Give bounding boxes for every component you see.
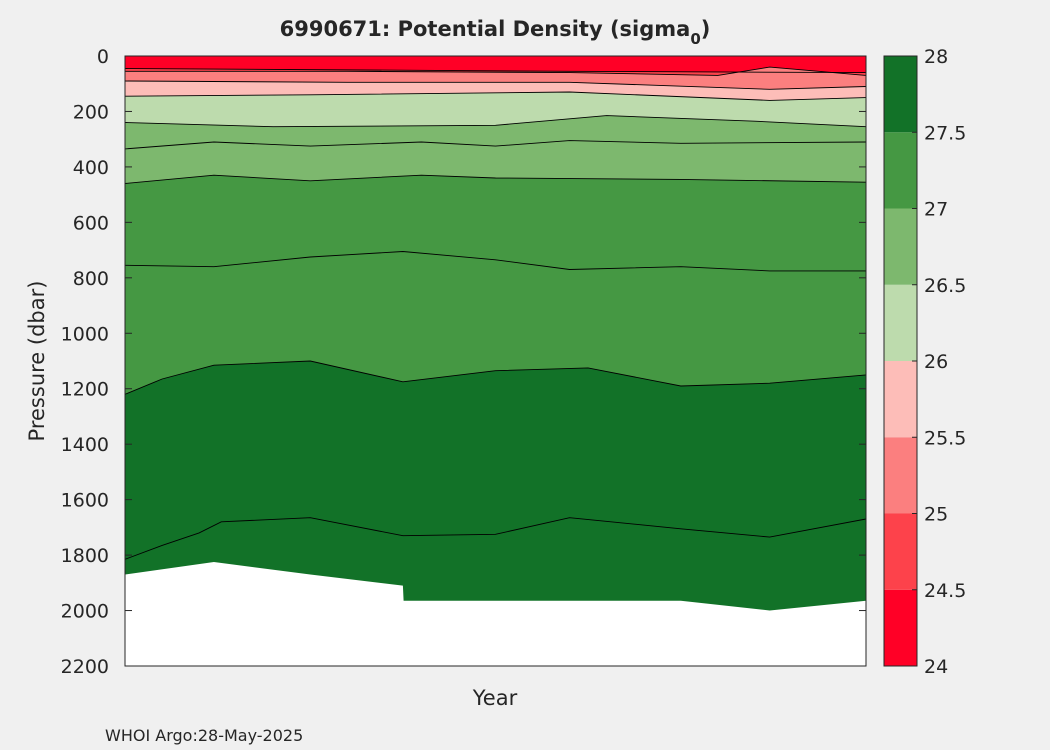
contour-line-26 — [125, 91, 866, 101]
colorbar-swatch — [884, 132, 917, 209]
contour-line-25 — [125, 66, 866, 76]
y-tick-label: 400 — [73, 157, 109, 179]
plot-area: 0 200 400 600 800 1000 1200 1400 1600 1800 2000 220… — [61, 46, 867, 678]
colorbar-ticks: 24 24.5 25 25.5 26 26.5 27 27.5 28 — [912, 46, 966, 678]
colorbar-tick-label: 24 — [924, 656, 948, 678]
colorbar-border — [883, 55, 918, 667]
y-tick-label: 1600 — [61, 490, 109, 512]
y-tick-label: 2200 — [61, 656, 109, 678]
y-tick-label: 0 — [97, 46, 109, 68]
y-tick-label: 200 — [73, 101, 109, 123]
contour-lines — [125, 66, 866, 560]
colorbar-swatch — [884, 589, 917, 666]
y-tick-label: 600 — [73, 212, 109, 234]
contour-line-27 — [125, 174, 866, 184]
contour-line-26-5 — [125, 115, 866, 128]
x-axis-label: Year — [472, 686, 518, 710]
credit-text: WHOI Argo:28-May-2025 — [105, 726, 303, 745]
colorbar-tick-label: 28 — [924, 46, 948, 68]
contour-line-26-75 — [125, 140, 866, 150]
y-tick-label: 800 — [73, 268, 109, 290]
y-tick-label: 2000 — [61, 601, 109, 623]
y-axis-ticks: 0 200 400 600 800 1000 1200 1400 1600 1800 2000 220… — [61, 46, 866, 678]
chart-title-close: ) — [701, 17, 711, 41]
y-tick-label: 1200 — [61, 379, 109, 401]
contour-line-27-25 — [125, 251, 866, 272]
no-data-region — [125, 562, 866, 666]
contour-line-27-5 — [125, 360, 866, 395]
colorbar-swatches — [884, 56, 917, 666]
colorbar-tick-label: 27 — [924, 199, 948, 221]
chart-title: 6990671: Potential Density (sigma0) — [280, 17, 711, 48]
colorbar-swatch — [884, 513, 917, 590]
contour-bands — [125, 56, 866, 666]
colorbar-tick-label: 24.5 — [924, 580, 966, 602]
colorbar-swatch — [884, 437, 917, 514]
y-tick-label: 1000 — [61, 323, 109, 345]
chart-title-main: 6990671: Potential Density (sigma — [280, 17, 691, 41]
colorbar: 24 24.5 25 25.5 26 26.5 27 27.5 28 — [883, 46, 966, 678]
colorbar-swatch — [884, 361, 917, 438]
y-tick-label: 1800 — [61, 545, 109, 567]
colorbar-tick-label: 25 — [924, 504, 948, 526]
colorbar-tick-label: 25.5 — [924, 427, 966, 449]
colorbar-tick-label: 26.5 — [924, 275, 966, 297]
colorbar-swatch — [884, 56, 917, 133]
y-tick-label: 1400 — [61, 434, 109, 456]
contour-line-24-5 — [125, 68, 866, 74]
plot-border — [124, 55, 867, 667]
y-axis-label: Pressure (dbar) — [25, 281, 49, 442]
contour-line-27-75 — [125, 517, 866, 560]
colorbar-tick-label: 27.5 — [924, 122, 966, 144]
chart-title-subscript: 0 — [690, 30, 700, 48]
colorbar-swatch — [884, 208, 917, 285]
colorbar-swatch — [884, 284, 917, 361]
colorbar-tick-label: 26 — [924, 351, 948, 373]
contour-line-25-5 — [125, 80, 866, 90]
